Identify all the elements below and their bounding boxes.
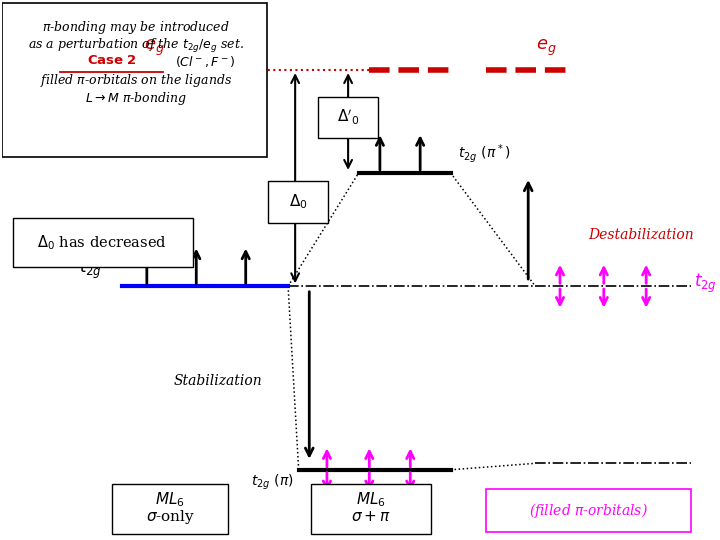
Text: Stabilization: Stabilization (173, 374, 262, 388)
FancyBboxPatch shape (2, 3, 267, 157)
Text: $\Delta_0$ has decreased: $\Delta_0$ has decreased (37, 233, 167, 252)
Text: $\sigma$-only: $\sigma$-only (145, 508, 195, 526)
Text: (filled $\pi$-orbitals): (filled $\pi$-orbitals) (528, 501, 648, 520)
FancyBboxPatch shape (486, 489, 690, 532)
FancyBboxPatch shape (269, 181, 328, 223)
Text: filled $\pi$-orbitals on the ligands: filled $\pi$-orbitals on the ligands (40, 72, 233, 89)
Text: as a perturbation of the $t_{2g}/e_g$ set.: as a perturbation of the $t_{2g}/e_g$ se… (28, 37, 244, 55)
FancyBboxPatch shape (112, 484, 228, 534)
Text: $t_{2g}$: $t_{2g}$ (79, 258, 102, 281)
Text: $t_{2g}\ (\pi)$: $t_{2g}\ (\pi)$ (251, 472, 294, 492)
FancyBboxPatch shape (13, 218, 193, 267)
Text: $\Delta'_0$: $\Delta'_0$ (337, 108, 359, 127)
Text: $t_{2g}$: $t_{2g}$ (694, 272, 717, 295)
FancyBboxPatch shape (318, 97, 379, 138)
Text: $L \rightarrow M$ $\pi$-bonding: $L \rightarrow M$ $\pi$-bonding (85, 90, 187, 106)
Text: $ML_6$: $ML_6$ (156, 491, 185, 509)
FancyBboxPatch shape (311, 484, 431, 534)
Text: $t_{2g}\ (\pi^*)$: $t_{2g}\ (\pi^*)$ (458, 143, 510, 165)
Text: $\mathbf{Case\ 2}$: $\mathbf{Case\ 2}$ (86, 54, 137, 67)
Text: $ML_6$: $ML_6$ (356, 491, 386, 509)
Text: $e_g$: $e_g$ (536, 38, 556, 58)
Text: $\sigma + \pi$: $\sigma + \pi$ (351, 510, 391, 524)
Text: $(Cl^-, F^-)$: $(Cl^-, F^-)$ (175, 54, 235, 69)
Text: $e_g$: $e_g$ (143, 38, 164, 58)
Text: $\Delta_0$: $\Delta_0$ (289, 193, 308, 211)
Text: $\pi$-bonding may be introduced: $\pi$-bonding may be introduced (42, 19, 230, 36)
Text: Destabilization: Destabilization (588, 228, 694, 242)
